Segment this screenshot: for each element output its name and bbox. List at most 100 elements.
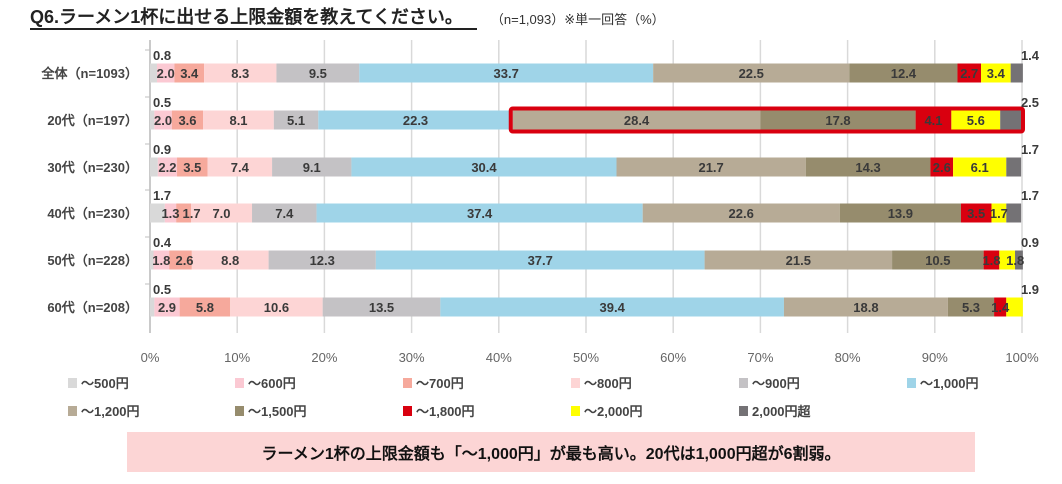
legend-label: ～2,000円: [584, 404, 643, 419]
bar-segment: [704, 250, 893, 270]
data-label: 5.3: [962, 300, 980, 315]
x-tick-label: 100%: [1005, 350, 1039, 365]
category-label: 50代（n=228）: [47, 253, 138, 268]
data-label: 8.1: [229, 113, 247, 128]
legend-swatch: [235, 406, 244, 416]
data-label: 21.7: [698, 160, 723, 175]
bar-segment: [1006, 203, 1022, 223]
bar-segment: [375, 250, 705, 270]
data-label: 0.5: [153, 95, 171, 110]
bar-segment: [359, 63, 654, 83]
data-label: 13.9: [888, 206, 913, 221]
bar-segment: [915, 110, 952, 130]
data-label: 33.7: [494, 66, 519, 81]
data-label: 2.5: [1021, 95, 1039, 110]
bar-segment: [805, 157, 931, 177]
data-label: 22.5: [739, 66, 764, 81]
bar-segment: [653, 63, 850, 83]
bar-segment: [1000, 110, 1022, 130]
bar-segment: [268, 250, 376, 270]
summary-note: ラーメン1杯の上限金額も「～1,000円」が最も高い。20代は1,000円超が6…: [127, 432, 975, 472]
bar-segment: [153, 250, 170, 270]
data-label: 5.8: [196, 300, 214, 315]
data-label: 7.4: [231, 160, 250, 175]
data-label: 2.9: [158, 300, 176, 315]
data-label: 1.8: [152, 253, 170, 268]
bar-segment: [1015, 250, 1023, 270]
bar-segment: [981, 63, 1011, 83]
bar-segment: [1010, 63, 1023, 83]
bar-segment: [157, 157, 178, 177]
data-label: 14.3: [855, 160, 880, 175]
stacked-bar-chart: 0% 10% 20% 30% 40% 50% 60% 70% 80% 90% 100% 全体（n=10…: [41, 40, 1040, 419]
bar-segment: [930, 157, 954, 177]
legend-swatch: [739, 406, 748, 416]
legend-label: ～1,800円: [416, 404, 475, 419]
data-label: 3.5: [967, 206, 985, 221]
data-label: 1.4: [1021, 48, 1040, 63]
data-label: 3.6: [178, 113, 196, 128]
category-label: 40代（n=230）: [47, 206, 138, 221]
bar-segment: [154, 110, 172, 130]
legend-swatch: [739, 378, 748, 388]
bar-segment: [849, 63, 958, 83]
bar-segment: [204, 63, 277, 83]
bar-segment: [512, 110, 761, 130]
data-label: 7.0: [212, 206, 230, 221]
data-label: 2.0: [154, 113, 172, 128]
x-tick-label: 50%: [573, 350, 599, 365]
legend-label: ～900円: [752, 376, 800, 391]
x-tick-label: 70%: [747, 350, 773, 365]
bar-segment: [616, 157, 806, 177]
data-label: 3.4: [987, 66, 1006, 81]
data-label: 2.6: [175, 253, 193, 268]
data-label: 1.8: [982, 253, 1000, 268]
bar-segment: [154, 297, 180, 317]
bar-segment: [150, 297, 155, 317]
bar-segment: [440, 297, 784, 317]
data-label: 1.7: [990, 206, 1008, 221]
data-label: 17.8: [825, 113, 850, 128]
data-label: 37.7: [528, 253, 553, 268]
data-label: 37.4: [467, 206, 493, 221]
data-label: 5.1: [287, 113, 305, 128]
x-tick-label: 10%: [224, 350, 250, 365]
legend-swatch: [571, 406, 580, 416]
bar-segment: [839, 203, 961, 223]
bar-segment: [783, 297, 948, 317]
legend-swatch: [571, 378, 580, 388]
chart-title: Q6.ラーメン1杯に出せる上限金額を教えてください。: [30, 6, 477, 30]
data-label: 0.8: [153, 48, 171, 63]
x-tick-label: 60%: [660, 350, 686, 365]
data-label: 22.3: [403, 113, 428, 128]
legend-label: ～1,200円: [81, 404, 140, 419]
legend-label: ～500円: [81, 376, 129, 391]
bar-segment: [174, 63, 205, 83]
bar-segment: [273, 110, 319, 130]
data-label: 22.6: [729, 206, 754, 221]
data-label: 12.3: [310, 253, 335, 268]
bar-segment: [983, 250, 1000, 270]
data-label: 7.4: [275, 206, 294, 221]
x-tick-label: 40%: [486, 350, 512, 365]
legend-swatch: [907, 378, 916, 388]
bar-segment: [957, 63, 982, 83]
bar-segment: [892, 250, 984, 270]
data-label: 9.5: [309, 66, 327, 81]
bar-segment: [150, 203, 165, 223]
data-label: 18.8: [853, 300, 878, 315]
bar-segment: [960, 203, 992, 223]
chart-subtitle: （n=1,093）※単一回答（%）: [490, 12, 665, 27]
bar-segment: [150, 157, 158, 177]
bar-segment: [150, 63, 157, 83]
bar-segment: [318, 110, 513, 130]
bar-segment: [991, 203, 1007, 223]
bar-segment: [760, 110, 916, 130]
legend-label: ～1,500円: [248, 404, 307, 419]
data-label: 21.5: [786, 253, 811, 268]
bar-segment: [169, 250, 192, 270]
data-label: 1.4: [991, 300, 1010, 315]
bar-segment: [999, 250, 1016, 270]
data-label: 30.4: [471, 160, 497, 175]
